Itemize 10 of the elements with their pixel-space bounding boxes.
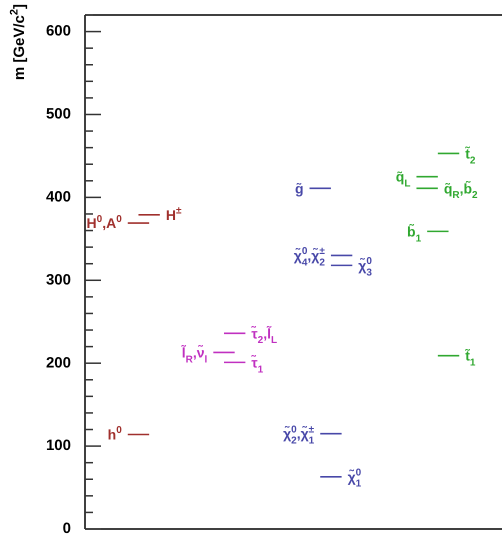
y-tick-label: 0 [62, 520, 71, 538]
y-tick-label: 200 [46, 354, 71, 372]
y-tick-label: 600 [46, 22, 71, 40]
y-tick-label: 400 [46, 188, 71, 206]
y-tick-label: 100 [46, 437, 71, 454]
y-tick-label: 500 [46, 106, 71, 123]
series-label: g̃ [294, 180, 304, 196]
series-label: H± [166, 205, 182, 223]
y-axis-title: m [GeV/c2] [8, 4, 28, 80]
y-tick-label: 300 [46, 271, 71, 288]
